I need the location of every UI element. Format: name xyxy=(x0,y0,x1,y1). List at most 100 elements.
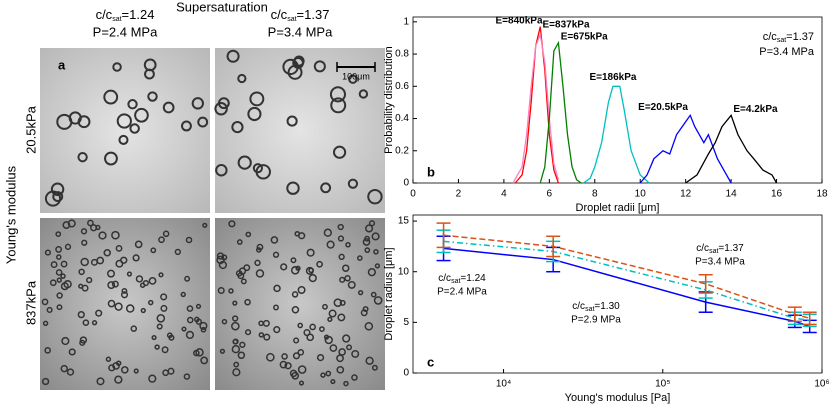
micrograph xyxy=(40,48,210,213)
droplet xyxy=(263,333,271,341)
droplet xyxy=(132,254,140,262)
error-bar xyxy=(698,274,713,294)
scale-label: 100μm xyxy=(342,71,370,81)
droplet xyxy=(96,377,105,386)
series-line xyxy=(514,26,560,184)
droplet xyxy=(292,352,301,360)
droplet xyxy=(281,353,288,360)
droplet xyxy=(344,275,351,282)
error-bar xyxy=(546,235,561,258)
droplets xyxy=(41,49,383,387)
droplet xyxy=(62,221,71,229)
droplet xyxy=(160,293,168,301)
ratio-text: c/c xyxy=(572,301,585,312)
droplet xyxy=(297,286,306,294)
panel-label: a xyxy=(58,57,66,72)
droplet xyxy=(233,361,240,368)
droplet xyxy=(371,364,378,371)
droplet xyxy=(46,306,53,314)
droplet xyxy=(68,111,82,125)
y-tick-label: 0 xyxy=(403,368,409,379)
droplet xyxy=(351,349,360,358)
droplet xyxy=(104,151,118,166)
droplet xyxy=(244,298,251,306)
droplet xyxy=(298,380,305,386)
droplet xyxy=(130,325,138,332)
series-label: E=20.5kPa xyxy=(638,102,688,113)
y-tick-label: 0.2 xyxy=(395,145,409,156)
droplet xyxy=(291,305,300,314)
droplet xyxy=(197,116,209,128)
panel-label: c xyxy=(427,354,434,369)
micrograph xyxy=(215,218,385,390)
droplet xyxy=(181,120,192,132)
droplet xyxy=(180,291,186,298)
droplet xyxy=(221,318,228,325)
droplet xyxy=(365,356,374,365)
droplet xyxy=(56,292,63,299)
droplet xyxy=(325,370,332,377)
droplet xyxy=(320,372,326,378)
droplet xyxy=(309,323,316,331)
droplet xyxy=(77,310,85,319)
droplet xyxy=(330,97,347,114)
droplet xyxy=(339,276,346,283)
droplet xyxy=(258,332,265,338)
ratio-subscript: sat xyxy=(451,278,460,285)
droplet xyxy=(120,291,129,299)
droplet xyxy=(161,346,169,354)
droplet xyxy=(327,316,333,323)
y-axis-label: Droplet radius [μm] xyxy=(383,247,395,340)
droplet xyxy=(121,287,128,294)
droplet xyxy=(245,231,252,238)
y-axis-label: Probability distribution xyxy=(383,46,395,154)
droplet xyxy=(107,299,116,308)
droplet xyxy=(226,49,240,63)
droplet xyxy=(247,106,262,122)
droplet xyxy=(326,240,335,249)
droplet xyxy=(61,336,70,346)
droplet xyxy=(303,329,311,337)
micrographs xyxy=(40,48,385,390)
droplet xyxy=(217,287,225,295)
droplet xyxy=(256,243,264,251)
droplet xyxy=(200,356,209,365)
ratio-label: c/csat=1.30 xyxy=(572,301,620,313)
droplet xyxy=(313,60,326,73)
y-tick-label: 5 xyxy=(403,317,409,328)
x-tick-label: 10⁴ xyxy=(496,379,511,390)
droplet xyxy=(329,86,347,103)
ratio-subscript: sat xyxy=(777,37,786,44)
droplet xyxy=(118,134,129,145)
droplet xyxy=(148,299,154,306)
droplet xyxy=(249,91,265,107)
droplet xyxy=(336,354,344,363)
error-bar xyxy=(436,222,451,249)
series-line xyxy=(443,240,810,322)
droplet xyxy=(184,275,191,282)
droplet xyxy=(82,319,90,326)
droplet xyxy=(156,314,166,323)
series-label: E=186kPa xyxy=(589,72,636,83)
droplet xyxy=(292,57,305,69)
x-tick-label: 2 xyxy=(456,189,462,200)
droplet xyxy=(106,269,116,278)
droplet xyxy=(114,302,123,311)
droplet xyxy=(348,74,358,84)
droplet xyxy=(151,334,157,341)
series-label: E=837kPa xyxy=(543,19,590,30)
droplet xyxy=(103,249,111,257)
x-tick-label: 12 xyxy=(680,189,692,200)
droplet xyxy=(360,309,368,317)
droplet xyxy=(129,123,140,134)
droplet xyxy=(238,267,247,275)
droplet xyxy=(258,320,264,327)
ratio-subscript: sat xyxy=(709,248,718,255)
droplet xyxy=(49,279,57,287)
series-line xyxy=(539,40,582,184)
pressure-label: P=2.4 MPa xyxy=(93,24,158,39)
droplet xyxy=(308,273,317,283)
series-line xyxy=(443,234,810,320)
micrograph xyxy=(40,218,210,390)
droplet xyxy=(105,356,112,362)
